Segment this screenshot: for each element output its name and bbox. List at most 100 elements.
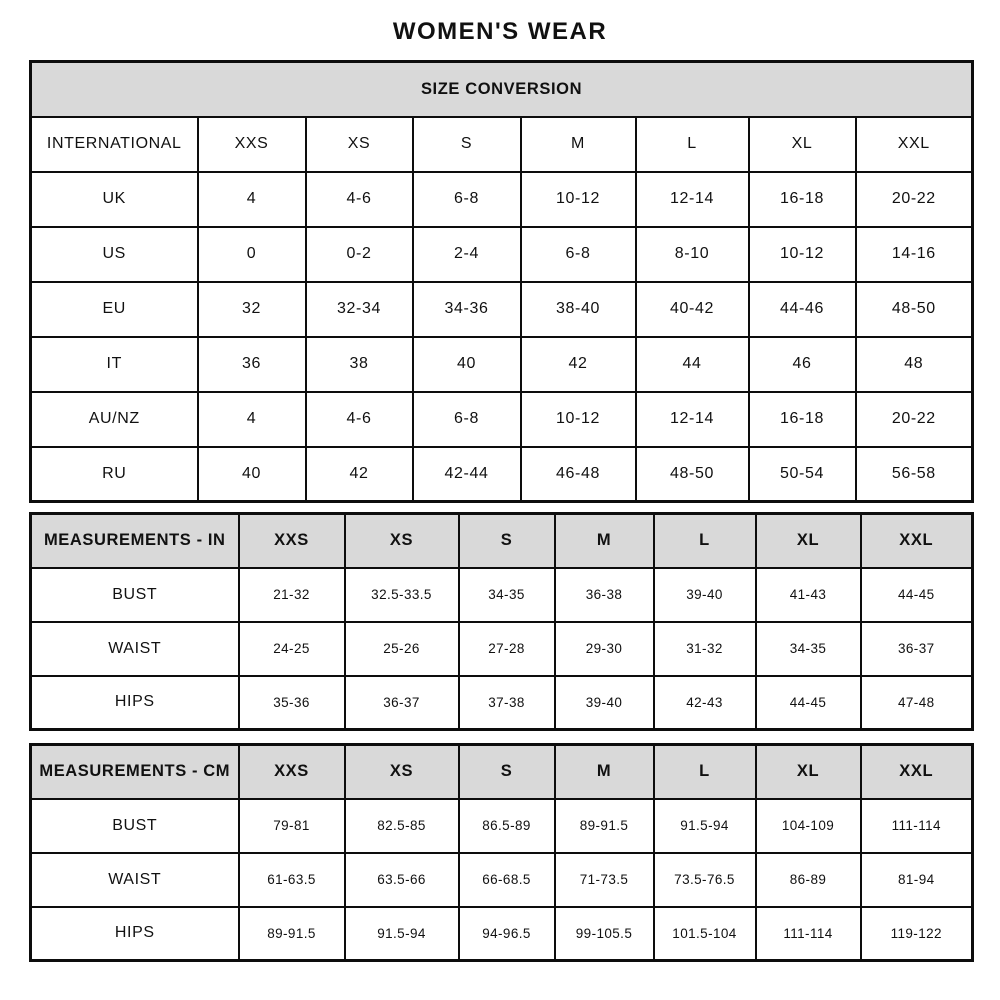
row-label: EU bbox=[29, 280, 199, 338]
table-row: IT 36 38 40 42 44 46 48 bbox=[29, 335, 974, 393]
cell-value: 8-10 bbox=[634, 225, 750, 283]
table-row: BUST 79-81 82.5-85 86.5-89 89-91.5 91.5-94 104… bbox=[29, 797, 974, 854]
column-header: XXS bbox=[237, 512, 346, 569]
column-header: XXS bbox=[196, 115, 307, 173]
cell-value: 20-22 bbox=[854, 390, 974, 448]
cell-value: 94-96.5 bbox=[457, 905, 556, 962]
measurements-in-table: MEASUREMENTS - IN XXS XS S M L XL XXL BUST 21-32 3… bbox=[29, 512, 974, 731]
column-header: XXL bbox=[854, 115, 974, 173]
cell-value: 16-18 bbox=[747, 390, 857, 448]
cell-value: 4 bbox=[196, 390, 307, 448]
cell-value: 10-12 bbox=[519, 390, 637, 448]
column-header: INTERNATIONAL bbox=[29, 115, 199, 173]
row-label: BUST bbox=[29, 566, 240, 623]
cell-value: 34-35 bbox=[457, 566, 556, 623]
cell-value: 36-37 bbox=[859, 620, 974, 677]
column-header: XS bbox=[304, 115, 414, 173]
table-row: HIPS 35-36 36-37 37-38 39-40 42-43 44-45 47-48 bbox=[29, 674, 974, 731]
cell-value: 32-34 bbox=[304, 280, 414, 338]
cell-value: 101.5-104 bbox=[652, 905, 757, 962]
cell-value: 39-40 bbox=[553, 674, 655, 731]
cell-value: 6-8 bbox=[411, 170, 522, 228]
table-row: RU 40 42 42-44 46-48 48-50 50-54 56-58 bbox=[29, 445, 974, 503]
row-label: HIPS bbox=[29, 674, 240, 731]
cell-value: 6-8 bbox=[411, 390, 522, 448]
cell-value: 10-12 bbox=[519, 170, 637, 228]
cell-value: 42-43 bbox=[652, 674, 757, 731]
row-label: UK bbox=[29, 170, 199, 228]
cell-value: 12-14 bbox=[634, 390, 750, 448]
table-row: UK 4 4-6 6-8 10-12 12-14 16-18 20-22 bbox=[29, 170, 974, 228]
table-row: WAIST 61-63.5 63.5-66 66-68.5 71-73.5 73.5-76… bbox=[29, 851, 974, 908]
cell-value: 32.5-33.5 bbox=[343, 566, 460, 623]
cell-value: 91.5-94 bbox=[652, 797, 757, 854]
measurements-cm-table: MEASUREMENTS - CM XXS XS S M L XL XXL BUST 79-81 8… bbox=[29, 743, 974, 962]
column-header: XL bbox=[754, 743, 862, 800]
cell-value: 111-114 bbox=[754, 905, 862, 962]
column-header: XXL bbox=[859, 743, 974, 800]
table-row: WAIST 24-25 25-26 27-28 29-30 31-32 34-35 36-37 bbox=[29, 620, 974, 677]
cell-value: 119-122 bbox=[859, 905, 974, 962]
cell-value: 34-36 bbox=[411, 280, 522, 338]
cell-value: 44 bbox=[634, 335, 750, 393]
cell-value: 79-81 bbox=[237, 797, 346, 854]
cell-value: 66-68.5 bbox=[457, 851, 556, 908]
cell-value: 104-109 bbox=[754, 797, 862, 854]
cell-value: 81-94 bbox=[859, 851, 974, 908]
cell-value: 71-73.5 bbox=[553, 851, 655, 908]
cell-value: 89-91.5 bbox=[237, 905, 346, 962]
cell-value: 29-30 bbox=[553, 620, 655, 677]
column-header: S bbox=[457, 512, 556, 569]
cell-value: 38-40 bbox=[519, 280, 637, 338]
cell-value: 34-35 bbox=[754, 620, 862, 677]
cell-value: 40 bbox=[196, 445, 307, 503]
cell-value: 2-4 bbox=[411, 225, 522, 283]
table-row: US 0 0-2 2-4 6-8 8-10 10-12 14-16 bbox=[29, 225, 974, 283]
cell-value: 44-45 bbox=[754, 674, 862, 731]
cell-value: 89-91.5 bbox=[553, 797, 655, 854]
cell-value: 27-28 bbox=[457, 620, 556, 677]
cell-value: 46-48 bbox=[519, 445, 637, 503]
cell-value: 61-63.5 bbox=[237, 851, 346, 908]
column-header: M bbox=[519, 115, 637, 173]
cell-value: 37-38 bbox=[457, 674, 556, 731]
column-header: M bbox=[553, 743, 655, 800]
cell-value: 56-58 bbox=[854, 445, 974, 503]
table-title: MEASUREMENTS - CM bbox=[29, 743, 240, 800]
row-label: AU/NZ bbox=[29, 390, 199, 448]
cell-value: 35-36 bbox=[237, 674, 346, 731]
column-header: L bbox=[634, 115, 750, 173]
cell-value: 6-8 bbox=[519, 225, 637, 283]
table-row: HIPS 89-91.5 91.5-94 94-96.5 99-105.5 101.5-1… bbox=[29, 905, 974, 962]
cell-value: 41-43 bbox=[754, 566, 862, 623]
row-label: BUST bbox=[29, 797, 240, 854]
column-header: S bbox=[411, 115, 522, 173]
cell-value: 38 bbox=[304, 335, 414, 393]
cell-value: 0-2 bbox=[304, 225, 414, 283]
column-header: XL bbox=[747, 115, 857, 173]
cell-value: 91.5-94 bbox=[343, 905, 460, 962]
row-label: WAIST bbox=[29, 620, 240, 677]
cell-value: 32 bbox=[196, 280, 307, 338]
cell-value: 36 bbox=[196, 335, 307, 393]
column-header: XS bbox=[343, 743, 460, 800]
cell-value: 14-16 bbox=[854, 225, 974, 283]
cell-value: 0 bbox=[196, 225, 307, 283]
row-label: US bbox=[29, 225, 199, 283]
column-header: S bbox=[457, 743, 556, 800]
cell-value: 31-32 bbox=[652, 620, 757, 677]
cell-value: 48-50 bbox=[634, 445, 750, 503]
cell-value: 73.5-76.5 bbox=[652, 851, 757, 908]
size-conversion-table: SIZE CONVERSION INTERNATIONAL XXS XS S M L XL XX… bbox=[29, 60, 975, 503]
table-row: BUST 21-32 32.5-33.5 34-35 36-38 39-40 41-43 44… bbox=[29, 566, 974, 623]
table-title: SIZE CONVERSION bbox=[29, 60, 974, 118]
cell-value: 48 bbox=[854, 335, 974, 393]
size-chart-page: WOMEN'S WEAR SIZE CONVERSION INTERNATIONA… bbox=[29, 18, 975, 962]
cell-value: 12-14 bbox=[634, 170, 750, 228]
cell-value: 39-40 bbox=[652, 566, 757, 623]
cell-value: 50-54 bbox=[747, 445, 857, 503]
page-title: WOMEN'S WEAR bbox=[392, 18, 608, 45]
cell-value: 21-32 bbox=[237, 566, 346, 623]
cell-value: 36-37 bbox=[343, 674, 460, 731]
cell-value: 24-25 bbox=[237, 620, 346, 677]
